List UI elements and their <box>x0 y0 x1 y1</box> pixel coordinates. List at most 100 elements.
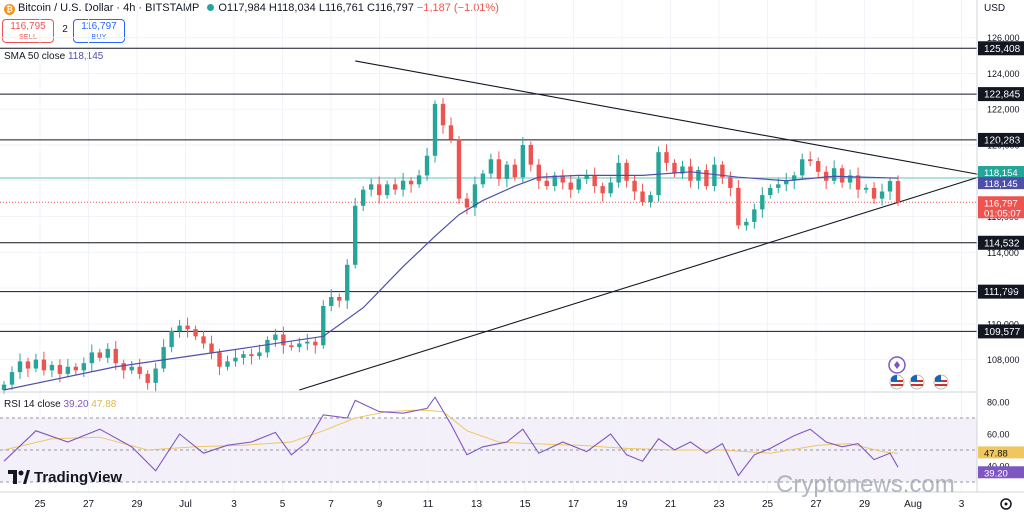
candle <box>257 344 262 360</box>
x-tick-label: 15 <box>519 499 531 510</box>
candle <box>680 160 685 179</box>
x-tick-label: 21 <box>665 499 677 510</box>
horizontal-levels: 125,408 122,845 120,283 114,532 111,799 109,5… <box>0 41 1024 339</box>
level-label-bg <box>978 324 1024 339</box>
x-tick-label: 27 <box>83 499 95 510</box>
us-flag-icon[interactable] <box>933 374 949 390</box>
level-label-bg <box>978 87 1024 102</box>
sma-line <box>3 171 899 391</box>
chart-header: ₿ Bitcoin / U.S. Dollar · 4h · BITSTAMP O1… <box>0 0 975 16</box>
candle <box>472 176 478 216</box>
candle <box>345 259 350 309</box>
x-tick-label: 3 <box>959 499 965 510</box>
candle <box>41 351 47 376</box>
candle <box>241 350 246 365</box>
y-tick-label: 120,000 <box>987 140 1020 150</box>
candle <box>808 151 813 167</box>
sma-legend[interactable]: SMA 50 close 118,145 <box>4 51 103 62</box>
candle <box>504 161 510 188</box>
candle <box>145 370 150 390</box>
x-tick-label: 9 <box>377 499 383 510</box>
candles <box>1 98 901 394</box>
bitcoin-icon: ₿ <box>4 4 15 15</box>
candle <box>384 180 390 199</box>
rsi-legend[interactable]: RSI 14 close 39.20 47.88 <box>4 399 116 410</box>
x-tick-label: 17 <box>568 499 580 510</box>
candle <box>592 167 597 193</box>
candle <box>225 355 230 371</box>
level-label: 111,799 <box>984 287 1019 298</box>
candle <box>568 174 573 199</box>
candle <box>768 184 773 199</box>
candle <box>544 172 549 190</box>
candle <box>249 348 254 365</box>
y-tick-label: 114,000 <box>987 248 1019 258</box>
candle <box>17 353 23 379</box>
candle <box>353 197 358 269</box>
level-label: 120,283 <box>984 135 1021 146</box>
candle <box>688 158 693 188</box>
x-tick-label: Aug <box>904 499 922 510</box>
candle <box>9 366 15 390</box>
gear-icon[interactable] <box>1000 498 1012 510</box>
candle <box>432 100 438 163</box>
y-tick-label: 112,000 <box>987 284 1019 294</box>
candle <box>361 186 366 211</box>
rsi-legend-value: 39.20 <box>63 399 89 410</box>
us-flag-icon[interactable] <box>909 374 925 390</box>
x-tick-label: 19 <box>616 499 628 510</box>
candle <box>560 169 565 190</box>
candle <box>121 359 126 379</box>
sma-polyline <box>3 171 899 391</box>
candle <box>648 191 653 208</box>
candle <box>752 203 757 229</box>
candle <box>520 137 526 183</box>
level-label: 109,577 <box>984 327 1021 338</box>
candle <box>161 339 166 373</box>
sma-value-tag: 118,145 <box>978 177 1024 190</box>
candle <box>464 192 470 215</box>
currency-selector[interactable]: USD <box>984 3 1006 14</box>
axes: 25 27 29 Jul 3 5 7 9 11 13 15 17 19 21 23 25 27 29 Aug 3 108… <box>34 33 1024 510</box>
candle <box>831 160 837 185</box>
candle <box>576 175 581 194</box>
tradingview-logo-icon <box>8 470 30 484</box>
candle <box>113 340 118 370</box>
candle <box>368 178 374 197</box>
rsi-ma-line <box>3 409 899 454</box>
candle <box>879 183 885 206</box>
chart-grid <box>0 0 977 492</box>
tradingview-logo[interactable]: TradingView <box>8 469 122 486</box>
sparkle-icon[interactable] <box>888 356 906 374</box>
x-tick-label: 29 <box>131 499 143 510</box>
candle <box>584 169 589 185</box>
candle <box>185 317 190 338</box>
y-tick-label: 108,000 <box>987 355 1020 365</box>
svg-text:47.88: 47.88 <box>984 448 1008 459</box>
candle <box>440 98 446 134</box>
svg-text:01:05:07: 01:05:07 <box>984 208 1021 219</box>
price-change: −1,187 (−1.01%) <box>416 2 499 14</box>
level-label-bg <box>978 132 1024 147</box>
candle <box>760 187 765 218</box>
candle <box>744 218 749 231</box>
candle <box>736 180 741 230</box>
rsi-ma-legend-value: 47.88 <box>91 399 117 410</box>
candle <box>233 349 238 367</box>
candle <box>129 361 134 374</box>
x-tick-label: 7 <box>328 499 334 510</box>
candle <box>408 177 414 193</box>
candle <box>800 153 805 179</box>
us-flag-icon[interactable] <box>889 374 905 390</box>
candle <box>201 330 206 349</box>
level-label: 114,532 <box>984 238 1020 249</box>
x-tick-label: 11 <box>423 499 434 510</box>
candle <box>337 293 342 308</box>
candle <box>488 153 494 179</box>
watermark: Cryptonews.com <box>776 471 955 498</box>
y-tick-label: 122,000 <box>987 105 1020 115</box>
rsi-plot <box>3 396 899 477</box>
symbol-title[interactable]: Bitcoin / U.S. Dollar · 4h · BITSTAMP <box>18 2 200 14</box>
